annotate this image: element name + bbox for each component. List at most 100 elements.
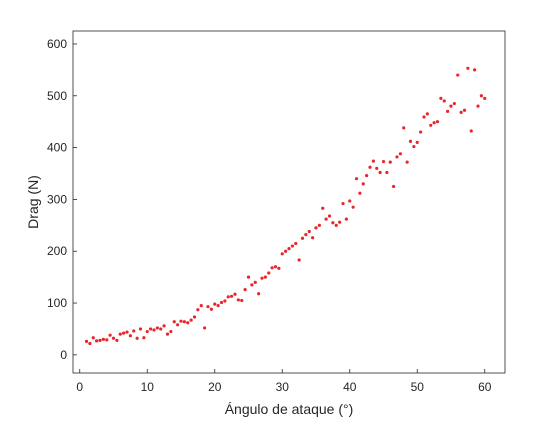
data-point [128,334,132,338]
x-tick-label: 10 [141,380,155,394]
data-point [456,73,460,77]
data-point [280,252,284,256]
data-points [84,66,487,346]
data-point [236,298,240,302]
data-point [196,308,200,312]
data-point [327,214,332,218]
data-point [375,166,379,170]
data-point [159,327,163,331]
data-point [162,324,166,328]
data-point [277,266,281,270]
data-point [142,336,146,340]
data-point [165,332,170,336]
data-point [219,300,224,305]
data-point [348,199,352,203]
data-point [233,292,237,296]
data-point [199,304,203,308]
data-point [138,327,143,331]
x-tick-label: 0 [76,380,83,394]
data-point [203,326,207,330]
data-point [483,96,487,100]
data-point [243,287,247,292]
data-point [172,320,176,324]
data-point [462,108,467,112]
data-point [273,265,278,269]
data-point [145,329,149,334]
data-point [84,339,89,343]
data-point [358,191,362,195]
x-tick-label: 20 [208,380,222,394]
data-point [287,247,291,251]
data-point [452,101,456,106]
data-point [368,165,372,169]
data-point [98,338,102,342]
data-point [216,304,220,308]
data-point [118,332,122,336]
data-point [297,258,301,262]
data-point [95,339,99,343]
data-point [294,241,298,246]
data-point [230,294,234,298]
data-point [311,236,315,240]
data-point [371,159,375,163]
y-tick-label: 0 [60,348,67,362]
x-axis-ticks: 0 10 20 30 40 50 60 [76,369,492,394]
data-point [314,226,318,230]
data-point [466,66,470,70]
data-point [412,144,416,149]
data-point [469,129,473,133]
data-point [422,115,426,119]
data-point [226,295,230,299]
data-point [270,266,274,270]
y-tick-label: 500 [47,89,67,103]
data-point [331,221,335,225]
data-point [341,201,345,206]
data-point [324,217,328,221]
data-point [152,328,156,332]
data-point [365,173,369,178]
data-point [378,170,382,175]
data-point [105,338,109,342]
data-point [338,220,342,224]
data-point [284,249,288,253]
data-point [334,223,338,227]
y-tick-label: 300 [47,192,67,206]
data-point [267,271,271,275]
data-point [415,140,419,145]
data-point [473,68,477,72]
y-axis-ticks: 0 100 200 300 400 500 600 [47,37,77,362]
data-point [91,336,95,340]
data-point [317,223,321,227]
data-point [186,321,190,325]
data-point [115,338,119,342]
data-point [149,327,153,331]
data-point [155,326,159,330]
data-point [260,276,264,280]
x-tick-label: 60 [478,380,492,394]
data-point [192,315,197,319]
data-point [240,298,244,303]
data-point [182,320,186,324]
y-tick-label: 400 [47,141,67,155]
data-point [459,110,463,114]
data-point [439,96,443,100]
data-point [361,182,365,186]
data-point [479,94,483,98]
data-point [246,275,251,279]
y-axis-label: Drag (N) [25,175,41,229]
data-point [88,341,92,346]
data-point [476,104,480,108]
data-point [425,112,429,116]
data-point [435,120,440,124]
x-tick-label: 40 [343,380,357,394]
data-point [408,139,413,143]
data-point [398,152,402,156]
data-point [132,329,136,333]
data-point [290,244,294,248]
data-point [179,319,183,323]
data-point [304,233,308,237]
x-axis-label: Ángulo de ataque (°) [225,401,354,417]
data-point [206,305,210,309]
data-point [351,205,355,209]
